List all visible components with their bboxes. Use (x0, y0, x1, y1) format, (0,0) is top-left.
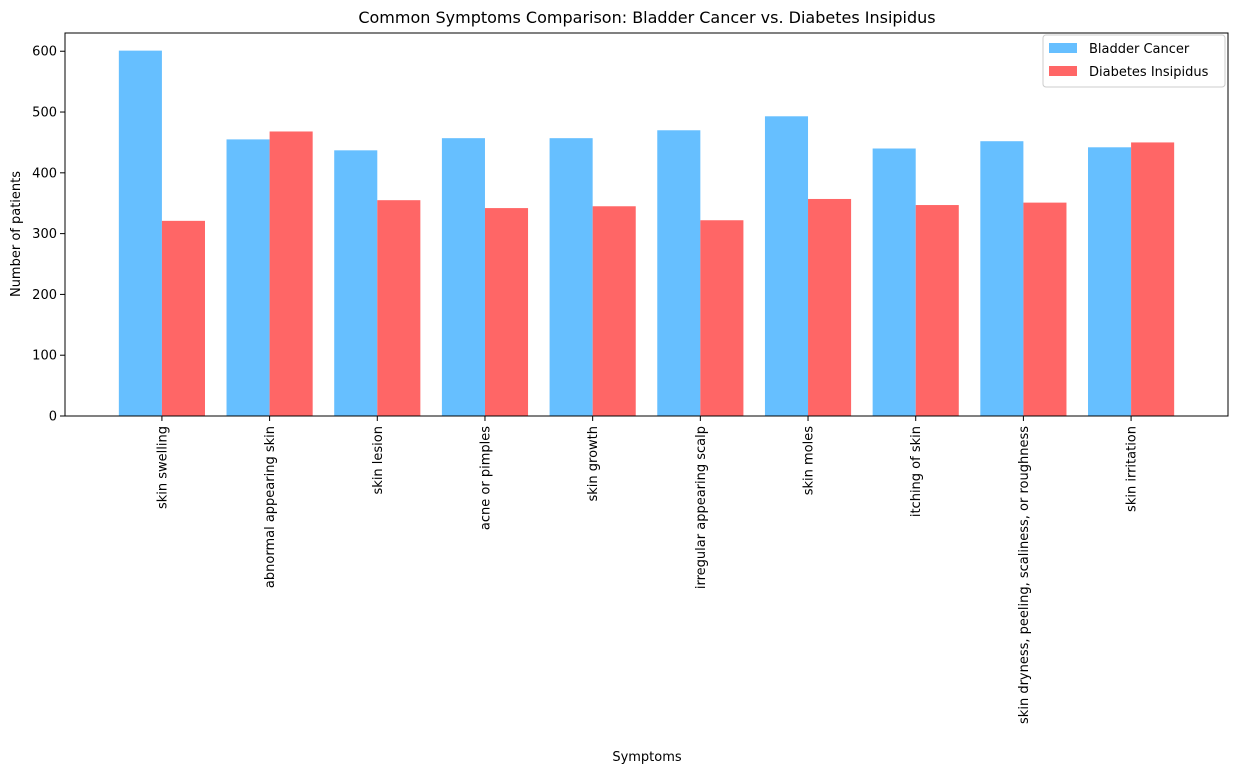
legend: Bladder Cancer Diabetes Insipidus (1042, 34, 1226, 88)
bar-diabetes-insipidus-4 (592, 206, 636, 416)
x-tick-label: irregular appearing scalp (694, 426, 709, 589)
y-tick-label: 200 (32, 288, 57, 303)
y-tick-label: 100 (32, 349, 57, 364)
x-axis-label: Symptoms (612, 750, 682, 765)
bar-bladder-cancer-5 (657, 130, 701, 416)
bar-bladder-cancer-4 (549, 138, 593, 416)
plot-frame (64, 32, 1229, 417)
x-tick-label: acne or pimples (478, 426, 493, 530)
x-tick-label: itching of skin (909, 426, 924, 517)
x-axis: skin swelling abnormal appearing skin skin… (155, 416, 1140, 724)
y-tick-label: 300 (32, 227, 57, 242)
bar-bladder-cancer-2 (334, 150, 378, 417)
x-tick-label: skin irritation (1125, 426, 1140, 512)
legend-box (1042, 34, 1226, 88)
bar-diabetes-insipidus-9 (1131, 142, 1175, 416)
legend-swatch-bladder-cancer (1049, 43, 1077, 53)
bar-diabetes-insipidus-6 (808, 198, 852, 416)
y-tick-label: 0 (49, 410, 57, 425)
bar-diabetes-insipidus-1 (269, 131, 313, 416)
y-axis: 0 100 200 300 400 500 600 (32, 45, 65, 425)
bar-diabetes-insipidus-3 (484, 208, 529, 416)
bar-bladder-cancer-3 (441, 138, 485, 416)
bars-group (118, 50, 1175, 417)
x-tick-label: skin moles (802, 426, 817, 496)
plot-area: 0 100 200 300 400 500 600 skin swelling abnorma… (32, 32, 1229, 724)
x-tick-label: skin growth (586, 426, 601, 502)
bar-diabetes-insipidus-5 (700, 220, 744, 416)
legend-label-diabetes-insipidus: Diabetes Insipidus (1089, 65, 1209, 80)
y-tick-label: 400 (32, 166, 57, 181)
legend-swatch-diabetes-insipidus (1049, 66, 1077, 76)
legend-label-bladder-cancer: Bladder Cancer (1089, 42, 1190, 57)
bar-diabetes-insipidus-7 (915, 205, 959, 416)
y-tick-label: 500 (32, 106, 57, 121)
x-tick-label: abnormal appearing skin (263, 426, 278, 588)
bar-diabetes-insipidus-0 (161, 220, 205, 416)
bar-diabetes-insipidus-2 (377, 200, 421, 416)
x-tick-label: skin lesion (371, 426, 386, 494)
y-tick-label: 600 (32, 45, 57, 60)
bar-bladder-cancer-8 (980, 141, 1024, 416)
bar-diabetes-insipidus-8 (1023, 202, 1067, 416)
x-tick-label: skin swelling (155, 426, 170, 509)
bar-bladder-cancer-1 (226, 139, 270, 416)
bar-bladder-cancer-6 (764, 116, 809, 417)
bar-bladder-cancer-0 (118, 50, 162, 416)
chart-title: Common Symptoms Comparison: Bladder Canc… (358, 8, 935, 27)
x-tick-label: skin dryness, peeling, scaliness, or rou… (1017, 426, 1032, 724)
bar-bladder-cancer-7 (872, 148, 916, 416)
bar-bladder-cancer-9 (1088, 147, 1132, 417)
y-axis-label: Number of patients (9, 171, 24, 297)
